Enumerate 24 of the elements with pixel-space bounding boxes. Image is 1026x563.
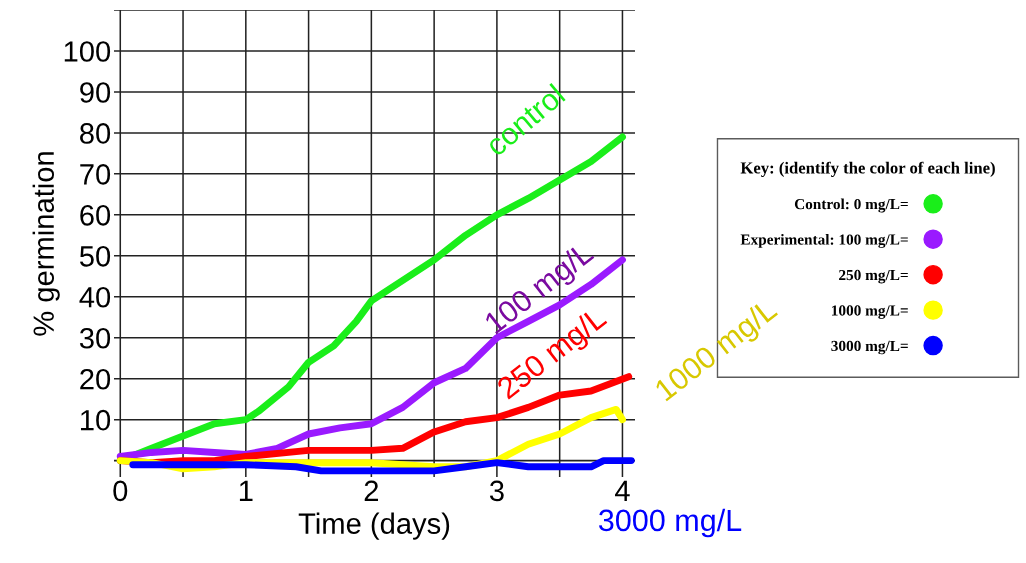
y-tick-label: 80 bbox=[80, 123, 111, 144]
x-tick-label: 0 bbox=[113, 480, 128, 502]
y-tick-label: 10 bbox=[81, 409, 111, 431]
x-axis-title: Time (days) bbox=[298, 512, 450, 540]
x-tick-label: 1 bbox=[239, 480, 253, 501]
y-tick-label: 70 bbox=[80, 164, 111, 185]
legend-label: 1000 mg/L= bbox=[832, 305, 908, 319]
text: 3000 mg/L bbox=[598, 508, 742, 538]
y-tick-label: 60 bbox=[80, 205, 111, 226]
y-tick-label: 90 bbox=[80, 82, 111, 103]
legend-label: 250 mg/L= bbox=[839, 269, 908, 284]
y-tick-label: 40 bbox=[79, 286, 111, 308]
x-tick-label: 2 bbox=[364, 480, 379, 501]
x-tick-label: 3 bbox=[489, 480, 504, 502]
y-tick-label: 30 bbox=[79, 327, 111, 349]
y-tick-label: 50 bbox=[79, 245, 111, 267]
y-tick-label: 20 bbox=[80, 368, 111, 390]
y-axis-title: % germination bbox=[32, 152, 60, 336]
legend-label: Control: 0 mg/L= bbox=[794, 198, 908, 213]
y-tick-label: 100 bbox=[64, 41, 111, 62]
legend-title: Key: (identify the color of each line) bbox=[740, 161, 995, 178]
x-tick-label: 4 bbox=[615, 480, 630, 501]
legend-label: 3000 mg/L= bbox=[831, 340, 908, 355]
legend-label: Experimental: 100 mg/L= bbox=[740, 233, 908, 248]
